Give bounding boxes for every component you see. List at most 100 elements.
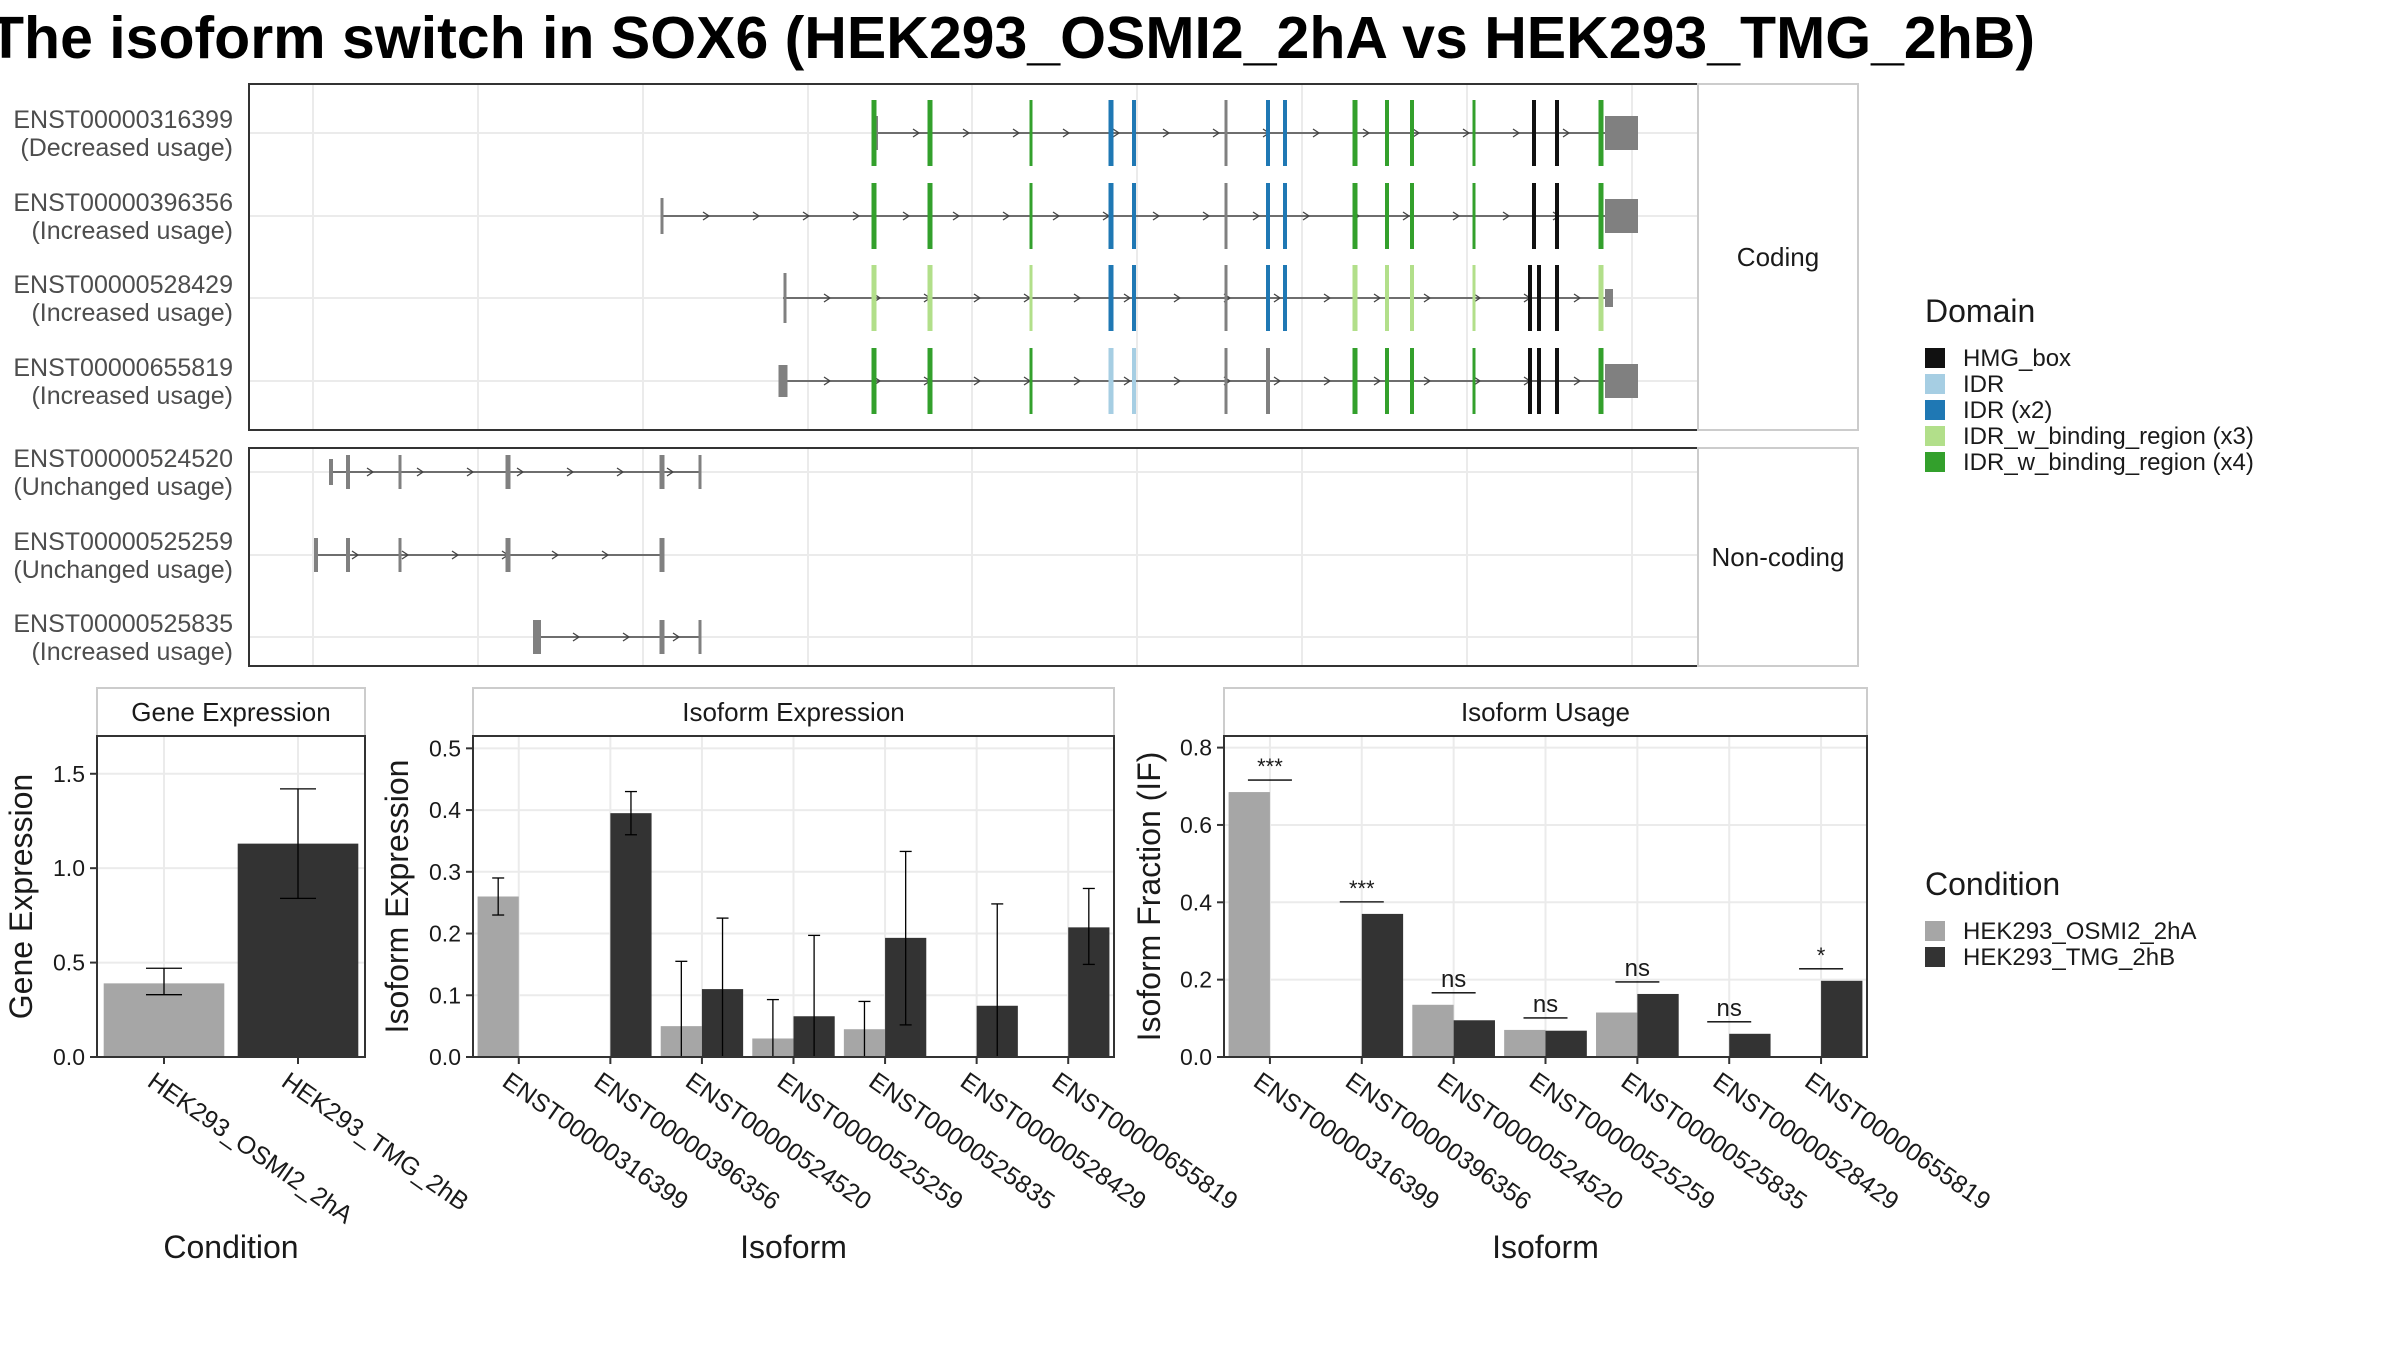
exon-domain-block bbox=[1224, 348, 1228, 414]
legend-label: HEK293_OSMI2_2hA bbox=[1963, 918, 2196, 945]
x-axis-title: Isoform bbox=[1492, 1229, 1599, 1265]
noncoding-exon bbox=[659, 455, 665, 489]
strand-arrow bbox=[1273, 376, 1282, 386]
exon-domain-block bbox=[1224, 265, 1228, 331]
strand-arrow bbox=[1162, 128, 1171, 138]
legend-swatch bbox=[1925, 947, 1945, 967]
y-tick-label: 0.4 bbox=[1180, 889, 1212, 915]
legend-swatch bbox=[1925, 426, 1945, 446]
bar bbox=[610, 813, 652, 1057]
strand-arrow bbox=[466, 467, 475, 477]
y-tick-label: 0.0 bbox=[1180, 1044, 1212, 1070]
strand-arrow bbox=[1302, 211, 1311, 221]
noncoding-exon bbox=[698, 620, 702, 654]
strand-arrow bbox=[566, 467, 575, 477]
transcript-usage-label: (Increased usage) bbox=[31, 382, 233, 410]
strand-arrow bbox=[601, 550, 610, 560]
transcript-id-label: ENST00000524520 bbox=[13, 445, 233, 473]
y-tick-label: 0.0 bbox=[53, 1044, 85, 1070]
exon-domain-block bbox=[1132, 100, 1136, 166]
y-tick-label: 0.4 bbox=[429, 797, 461, 823]
strand-arrow bbox=[1512, 128, 1521, 138]
strand-arrow bbox=[1212, 128, 1221, 138]
facet-strip bbox=[1697, 83, 1859, 431]
exon-domain-block bbox=[1385, 265, 1389, 331]
y-tick-label: 0.8 bbox=[1180, 735, 1212, 761]
panel-title: Isoform Usage bbox=[1461, 697, 1630, 727]
exon-domain-block bbox=[1132, 348, 1136, 414]
x-axis-title: Condition bbox=[163, 1229, 298, 1265]
exon-domain-block bbox=[1598, 100, 1604, 166]
legend-label: IDR bbox=[1963, 371, 2004, 398]
bar bbox=[477, 896, 519, 1057]
exon-domain-block bbox=[1555, 183, 1559, 249]
strand-arrow bbox=[1173, 376, 1182, 386]
strand-arrow bbox=[1173, 293, 1182, 303]
legend-swatch bbox=[1925, 400, 1945, 420]
strand-arrow bbox=[1573, 293, 1582, 303]
strand-arrow bbox=[1373, 293, 1382, 303]
exon-domain-block bbox=[1598, 348, 1604, 414]
y-tick-label: 1.5 bbox=[53, 761, 85, 787]
y-tick-label: 1.0 bbox=[53, 855, 85, 881]
transcript-id-label: ENST00000655819 bbox=[13, 354, 233, 382]
exon-domain-block bbox=[1537, 265, 1541, 331]
exon-domain-block bbox=[1029, 265, 1033, 331]
strand-arrow bbox=[1473, 376, 1482, 386]
exon-domain-block bbox=[1132, 183, 1136, 249]
strand-arrow bbox=[1202, 211, 1211, 221]
exon-domain-block bbox=[1528, 348, 1532, 414]
exon-domain-block bbox=[927, 348, 933, 414]
exon-domain-block bbox=[1283, 183, 1287, 249]
utr-exon bbox=[1605, 364, 1638, 398]
exon-domain-block bbox=[1108, 100, 1114, 166]
strand-arrow bbox=[1423, 376, 1432, 386]
exon-domain-block bbox=[871, 348, 877, 414]
exon-domain-block bbox=[1224, 183, 1228, 249]
exon-domain-block bbox=[1410, 183, 1414, 249]
exon-domain-block bbox=[1132, 265, 1136, 331]
utr-exon bbox=[660, 198, 664, 234]
bar bbox=[103, 983, 225, 1057]
transcript-usage-label: (Decreased usage) bbox=[20, 134, 233, 162]
plot-border bbox=[96, 735, 366, 1058]
noncoding-exon bbox=[659, 620, 665, 654]
exon-domain-block bbox=[1472, 100, 1476, 166]
significance-label: * bbox=[1817, 943, 1826, 968]
strand-arrow bbox=[1452, 211, 1461, 221]
facet-strip bbox=[1697, 447, 1859, 667]
strand-arrow bbox=[952, 211, 961, 221]
structure-panel-bg bbox=[249, 448, 1698, 666]
y-tick-label: 0.6 bbox=[1180, 812, 1212, 838]
bar bbox=[1729, 1033, 1771, 1057]
exon-domain-block bbox=[1108, 265, 1114, 331]
exon-domain-block bbox=[1385, 348, 1389, 414]
legend-swatch bbox=[1925, 348, 1945, 368]
significance-label: ns bbox=[1533, 991, 1558, 1018]
legend-label: IDR_w_binding_region (x4) bbox=[1963, 449, 2254, 476]
transcript-structure-panel: Coding ENST00000316399(Decreased usage) EN… bbox=[13, 83, 1859, 667]
exon-domain-block bbox=[1537, 348, 1541, 414]
legend-label: IDR (x2) bbox=[1963, 397, 2052, 424]
exon-domain-block bbox=[871, 265, 877, 331]
noncoding-exon bbox=[505, 455, 511, 489]
strand-arrow bbox=[973, 376, 982, 386]
strand-arrow bbox=[672, 632, 681, 642]
exon-domain-block bbox=[1598, 265, 1604, 331]
y-tick-label: 0.2 bbox=[1180, 967, 1212, 993]
y-axis-title: Gene Expression bbox=[3, 774, 39, 1019]
exon-domain-block bbox=[1472, 183, 1476, 249]
y-tick-label: 0.2 bbox=[429, 921, 461, 947]
exon-domain-block bbox=[1555, 348, 1559, 414]
exon-domain-block bbox=[1385, 100, 1389, 166]
strand-arrow bbox=[572, 632, 581, 642]
noncoding-exon bbox=[698, 455, 702, 489]
exon-domain-block bbox=[1410, 265, 1414, 331]
strand-arrow bbox=[401, 550, 410, 560]
exon-domain-block bbox=[1029, 348, 1033, 414]
strand-arrow bbox=[852, 211, 861, 221]
strand-arrow bbox=[1323, 376, 1332, 386]
strand-arrow bbox=[516, 467, 525, 477]
strand-arrow bbox=[1402, 211, 1411, 221]
